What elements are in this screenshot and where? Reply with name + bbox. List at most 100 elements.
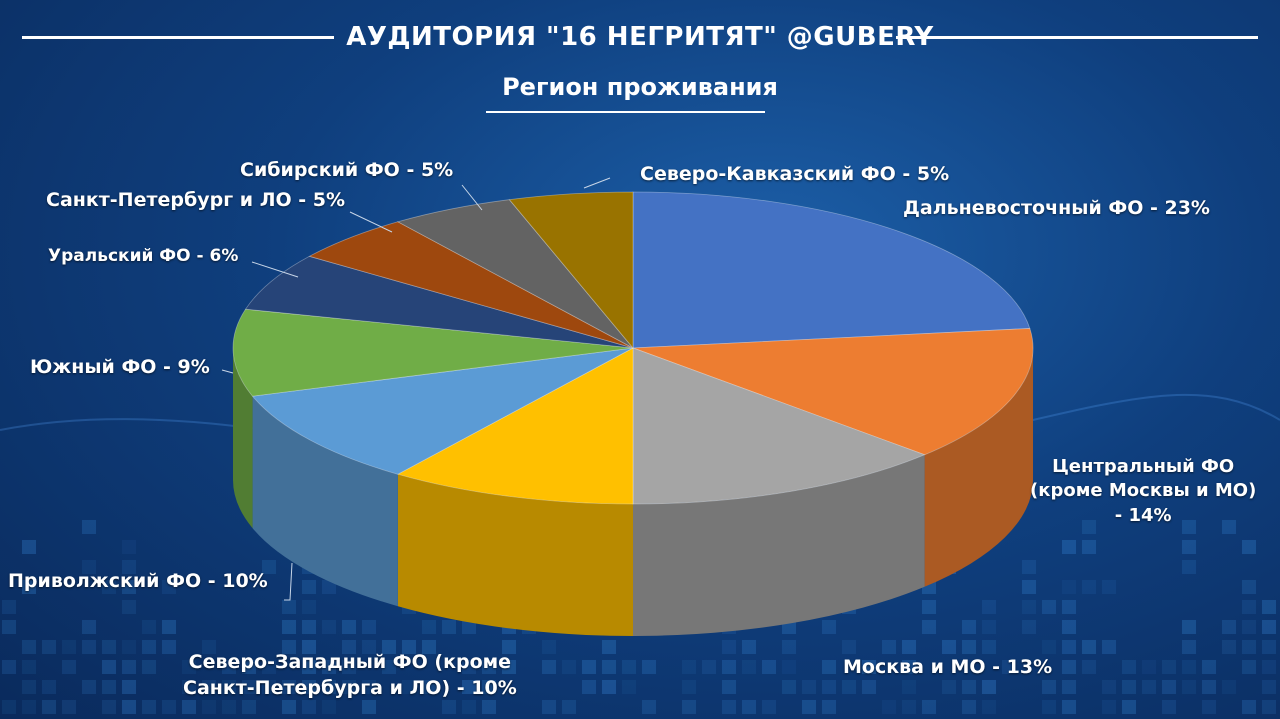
- background-square: [1182, 620, 1196, 634]
- pie-slice-8: [396, 199, 634, 349]
- background-square: [102, 640, 116, 654]
- background-square: [1182, 680, 1196, 694]
- background-square: [202, 700, 216, 714]
- background-square: [362, 700, 376, 714]
- pie-slice-1: [632, 328, 1034, 456]
- background-square: [242, 680, 256, 694]
- background-square: [242, 660, 256, 674]
- background-square: [1102, 680, 1116, 694]
- leader-ural: [251, 261, 299, 278]
- chart-title: АУДИТОРИЯ "16 НЕГРИТЯТ" @GUBERY: [346, 22, 934, 52]
- background-square: [2, 600, 16, 614]
- background-square: [1182, 520, 1196, 534]
- label-spb: Санкт-Петербург и ЛО - 5%: [46, 189, 345, 211]
- background-square: [1042, 680, 1056, 694]
- background-square: [902, 640, 916, 654]
- background-square: [602, 680, 616, 694]
- background-square: [302, 620, 316, 634]
- background-square: [502, 660, 516, 674]
- background-square: [362, 620, 376, 634]
- background-square: [982, 640, 996, 654]
- background-square: [982, 700, 996, 714]
- background-square: [1022, 580, 1036, 594]
- background-square: [862, 680, 876, 694]
- background-square: [1162, 660, 1176, 674]
- background-square: [1122, 700, 1136, 714]
- pie-slice-3: [396, 347, 634, 505]
- background-square: [782, 680, 796, 694]
- background-square: [1222, 680, 1236, 694]
- background-square: [462, 700, 476, 714]
- background-square: [742, 700, 756, 714]
- background-square: [82, 680, 96, 694]
- background-square: [182, 660, 196, 674]
- background-square: [1242, 660, 1256, 674]
- background-square: [22, 660, 36, 674]
- background-square: [1242, 700, 1256, 714]
- background-square: [62, 640, 76, 654]
- background-square: [882, 640, 896, 654]
- background-square: [422, 640, 436, 654]
- background-square: [1142, 660, 1156, 674]
- background-square: [82, 620, 96, 634]
- background-square: [782, 660, 796, 674]
- background-square: [422, 680, 436, 694]
- background-square: [1182, 560, 1196, 574]
- background-square: [822, 620, 836, 634]
- background-square: [822, 700, 836, 714]
- background-square: [1022, 620, 1036, 634]
- background-square: [282, 700, 296, 714]
- background-square: [1262, 660, 1276, 674]
- background-square: [542, 700, 556, 714]
- background-square: [22, 700, 36, 714]
- background-square: [1102, 640, 1116, 654]
- background-square: [902, 660, 916, 674]
- background-square: [162, 700, 176, 714]
- background-square: [582, 680, 596, 694]
- background-square: [1062, 640, 1076, 654]
- background-square: [342, 620, 356, 634]
- background-square: [462, 620, 476, 634]
- background-square: [2, 700, 16, 714]
- background-square: [722, 640, 736, 654]
- background-square: [122, 660, 136, 674]
- pie-slice-2: [632, 347, 926, 505]
- background-square: [82, 560, 96, 574]
- background-square: [142, 700, 156, 714]
- background-square: [1002, 660, 1016, 674]
- background-square: [922, 600, 936, 614]
- background-square: [382, 640, 396, 654]
- background-square: [1182, 540, 1196, 554]
- background-square: [882, 700, 896, 714]
- background-square: [262, 680, 276, 694]
- background-square: [602, 640, 616, 654]
- background-square: [1022, 600, 1036, 614]
- label-moscow: Москва и МО - 13%: [843, 656, 1053, 678]
- pie-slice-5: [232, 308, 634, 397]
- background-square: [542, 640, 556, 654]
- background-square: [342, 680, 356, 694]
- background-square: [1162, 680, 1176, 694]
- background-square: [102, 580, 116, 594]
- background-square: [622, 680, 636, 694]
- background-square: [142, 620, 156, 634]
- background-square: [302, 600, 316, 614]
- background-square: [542, 660, 556, 674]
- background-square: [322, 660, 336, 674]
- background-square: [742, 660, 756, 674]
- pie-slice-4: [251, 347, 634, 475]
- background-square: [942, 680, 956, 694]
- background-square: [1062, 620, 1076, 634]
- background-square: [1242, 540, 1256, 554]
- background-square: [282, 620, 296, 634]
- chart-subtitle: Регион проживания: [502, 73, 778, 101]
- background-square: [102, 660, 116, 674]
- background-square: [1062, 700, 1076, 714]
- background-square: [222, 700, 236, 714]
- background-square: [302, 640, 316, 654]
- pie-side-2: [633, 454, 925, 636]
- background-square: [142, 640, 156, 654]
- background-square: [942, 640, 956, 654]
- background-square: [1242, 600, 1256, 614]
